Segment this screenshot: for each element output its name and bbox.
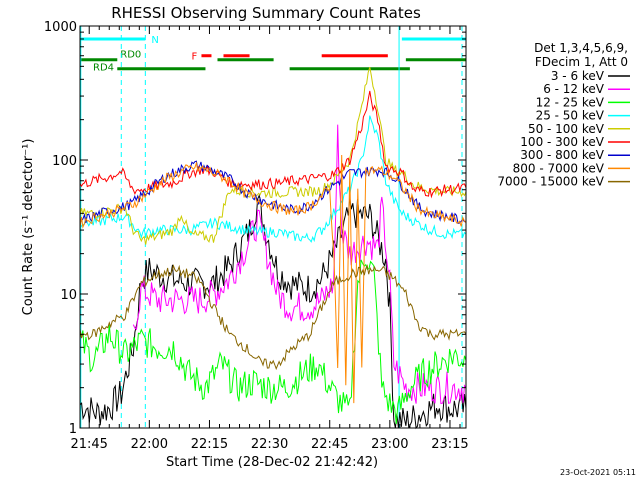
y-axis-label: Count Rate (s⁻¹ detector⁻¹) (21, 139, 36, 316)
legend-entry-label: 6 - 12 keV (543, 82, 605, 96)
y-tick-label: 1 (69, 422, 77, 437)
series-line (79, 259, 467, 425)
x-tick-label: 23:00 (371, 437, 408, 452)
plot-frame (79, 25, 467, 429)
x-tick-label: 22:45 (311, 437, 348, 452)
y-tick-label: 100 (52, 154, 77, 169)
series-line (79, 194, 467, 430)
legend-entry-label: 100 - 300 keV (520, 135, 604, 149)
night-label: N (151, 35, 158, 46)
legend-entry-label: 800 - 7000 keV (513, 161, 605, 175)
x-axis-label: Start Time (28-Dec-02 21:42:42) (166, 455, 378, 470)
legend-entry-label: 300 - 800 keV (520, 148, 604, 162)
series-line (79, 90, 467, 199)
legend-header-line-1: Det 1,3,4,5,6,9, (534, 41, 628, 55)
x-tick-label: 22:15 (191, 437, 228, 452)
y-tick-label: 10 (60, 288, 77, 303)
footer-timestamp: 23-Oct-2021 05:11 (560, 468, 636, 477)
legend-entry-label: 12 - 25 keV (536, 95, 605, 109)
y-tick-label: 1000 (44, 20, 77, 35)
series-line (79, 115, 467, 243)
x-tick-label: 21:45 (70, 437, 107, 452)
vertical-markers (80, 26, 463, 428)
x-tick-label: 22:30 (251, 437, 288, 452)
legend-header-line-2: FDecim 1, Att 0 (535, 55, 628, 69)
legend-entry-label: 3 - 6 keV (551, 69, 605, 83)
flare-label: F (191, 52, 197, 63)
rd4-label: RD4 (93, 63, 114, 74)
legend-entry-label: 25 - 50 keV (536, 109, 605, 123)
series-line (79, 154, 467, 404)
rd0-label: RD0 (120, 50, 141, 61)
annotation-bars: N F RD0 RD4 (80, 35, 466, 74)
series-line (132, 124, 467, 405)
y-axis-ticks: 1 10 100 1000 (44, 20, 466, 437)
x-tick-label: 23:15 (431, 437, 468, 452)
x-tick-label: 22:00 (131, 437, 168, 452)
series-line (79, 264, 467, 371)
legend-entry-label: 7000 - 15000 keV (497, 175, 604, 189)
series-layer (79, 67, 467, 430)
chart-title: RHESSI Observing Summary Count Rates (111, 4, 421, 22)
x-axis-ticks: 21:45 22:00 22:15 22:30 22:45 23:00 23:15 (70, 26, 469, 452)
legend-entry-label: 50 - 100 keV (528, 122, 605, 136)
